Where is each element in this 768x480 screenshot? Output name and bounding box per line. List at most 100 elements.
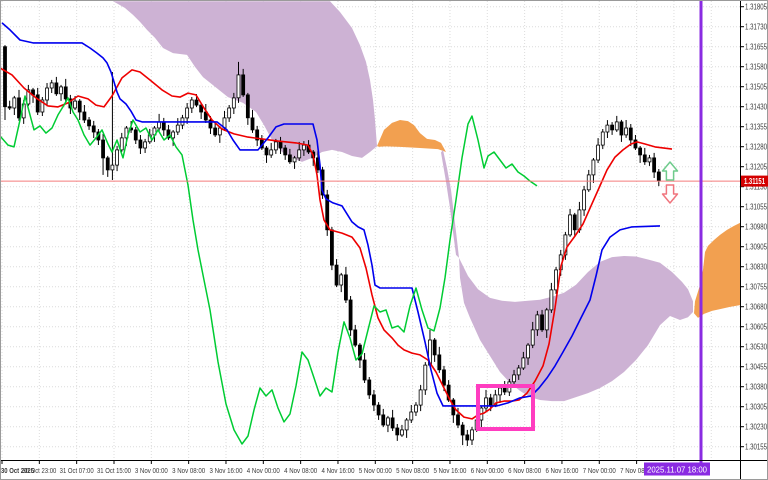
price-axis-label: 1.31280 [745, 143, 767, 152]
time-axis-label: 3 Nov 08:00 [172, 466, 205, 475]
time-axis-label: 4 Nov 08:00 [284, 466, 317, 475]
time-axis-label: 6 Nov 00:00 [471, 466, 504, 475]
price-axis-label: 1.31130 [745, 183, 767, 192]
candle-body [526, 344, 530, 359]
candle-body [101, 139, 105, 159]
candle-body [241, 74, 246, 96]
price-axis-label: 1.30980 [745, 223, 767, 232]
time-axis-panel[interactable] [0, 461, 768, 480]
candle-body [423, 364, 428, 391]
candle-body [87, 119, 91, 127]
candle-body [610, 124, 614, 131]
candle-body [7, 106, 12, 109]
candle-body [386, 417, 390, 426]
candle-body [493, 394, 498, 406]
candle-body [54, 82, 59, 95]
candle-body [171, 131, 176, 139]
candle-body [166, 129, 171, 139]
price-axis-label: 1.30905 [745, 243, 767, 252]
time-axis-label: 5 Nov 16:00 [433, 466, 466, 475]
candle-body [143, 141, 148, 149]
cloud-segment-bull [694, 222, 740, 318]
arrow-up-icon[interactable] [661, 161, 679, 181]
candle-body [549, 289, 554, 311]
price-axis-label: 1.31505 [745, 83, 767, 92]
candle-body [348, 299, 353, 331]
candle-body [329, 229, 334, 266]
current-time-badge [644, 462, 710, 476]
price-axis-label: 1.30530 [745, 343, 767, 352]
candle-body [390, 417, 395, 429]
candle-body [647, 157, 652, 163]
time-axis-label: 5 Nov 00:00 [359, 466, 392, 475]
price-axis-label: 1.31730 [745, 23, 767, 32]
price-axis-label: 1.31580 [745, 63, 767, 72]
candle-body [194, 99, 199, 106]
time-axis-label: 5 Nov 08:00 [396, 466, 429, 475]
price-axis-label: 1.31655 [745, 43, 767, 52]
candle-body [642, 154, 647, 163]
candle-body [619, 121, 624, 136]
candle-body [82, 111, 87, 121]
time-axis-label: 6 Nov 16:00 [545, 466, 578, 475]
candle-body [512, 374, 516, 383]
candle-body [157, 121, 162, 129]
price-axis-label: 1.30305 [745, 403, 767, 412]
current-price-badge [741, 175, 768, 187]
candle-body [199, 104, 204, 113]
arrow-down-icon[interactable] [661, 184, 679, 204]
candle-body [110, 164, 115, 171]
candles-layer [3, 45, 661, 446]
candle-body [213, 127, 218, 136]
candle-body [292, 157, 297, 163]
candle-body [432, 339, 437, 356]
candle-body [334, 264, 339, 286]
cloud-segment-bull [377, 120, 446, 152]
price-axis[interactable]: 1.31805 1.31730 1.31655 1.31580 1.31505 1.314… [741, 3, 768, 452]
candle-body [35, 94, 40, 113]
highlight-rectangle[interactable] [476, 384, 535, 431]
plot-area[interactable] [0, 1, 740, 460]
candle-body [409, 411, 414, 421]
candle-body [353, 329, 358, 346]
candle-body [554, 269, 558, 291]
candle-body [460, 424, 465, 436]
candle-body [362, 359, 367, 381]
candle-body [227, 107, 232, 119]
candle-body [488, 397, 493, 406]
candle-body [63, 86, 68, 100]
candle-body [231, 97, 236, 109]
price-axis-label: 1.30830 [745, 263, 767, 272]
price-axis-label: 1.30755 [745, 283, 767, 292]
price-axis-label: 1.31355 [745, 123, 767, 132]
price-axis-label: 1.31805 [745, 3, 767, 12]
candle-body [208, 119, 213, 129]
kijun-sen-line [1, 22, 661, 407]
candle-body [3, 46, 7, 108]
candle-body [138, 139, 143, 149]
time-axis-label: 7 Nov 00:00 [583, 466, 616, 475]
candle-body [372, 394, 376, 406]
candle-body [245, 94, 250, 119]
candle-body [572, 214, 577, 231]
candle-body [236, 74, 241, 99]
price-axis-label: 1.30455 [745, 363, 767, 372]
price-axis-label: 1.30605 [745, 323, 767, 332]
candle-body [516, 367, 521, 376]
candle-body [465, 434, 470, 441]
candle-body [26, 89, 31, 105]
price-axis-panel[interactable] [741, 0, 768, 480]
candle-body [521, 357, 526, 369]
candle-body [161, 121, 166, 131]
candle-body [638, 147, 643, 156]
candle-body [264, 147, 269, 156]
time-axis-label: 30 Oct 2025 [1, 466, 35, 475]
price-axis-label: 1.31205 [745, 163, 767, 172]
candle-body [404, 419, 409, 431]
candle-body [535, 314, 540, 331]
candle-body [273, 141, 278, 151]
